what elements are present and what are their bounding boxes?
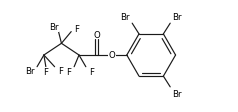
Text: F: F	[58, 67, 63, 75]
Text: O: O	[93, 31, 100, 40]
Text: F: F	[89, 68, 94, 76]
Text: F: F	[74, 25, 79, 34]
Text: Br: Br	[121, 13, 130, 22]
Text: Br: Br	[172, 89, 182, 98]
Text: O: O	[109, 50, 115, 59]
Text: Br: Br	[172, 13, 182, 22]
Text: Br: Br	[49, 23, 58, 32]
Text: F: F	[66, 68, 71, 76]
Text: F: F	[43, 68, 48, 76]
Text: Br: Br	[25, 67, 35, 75]
